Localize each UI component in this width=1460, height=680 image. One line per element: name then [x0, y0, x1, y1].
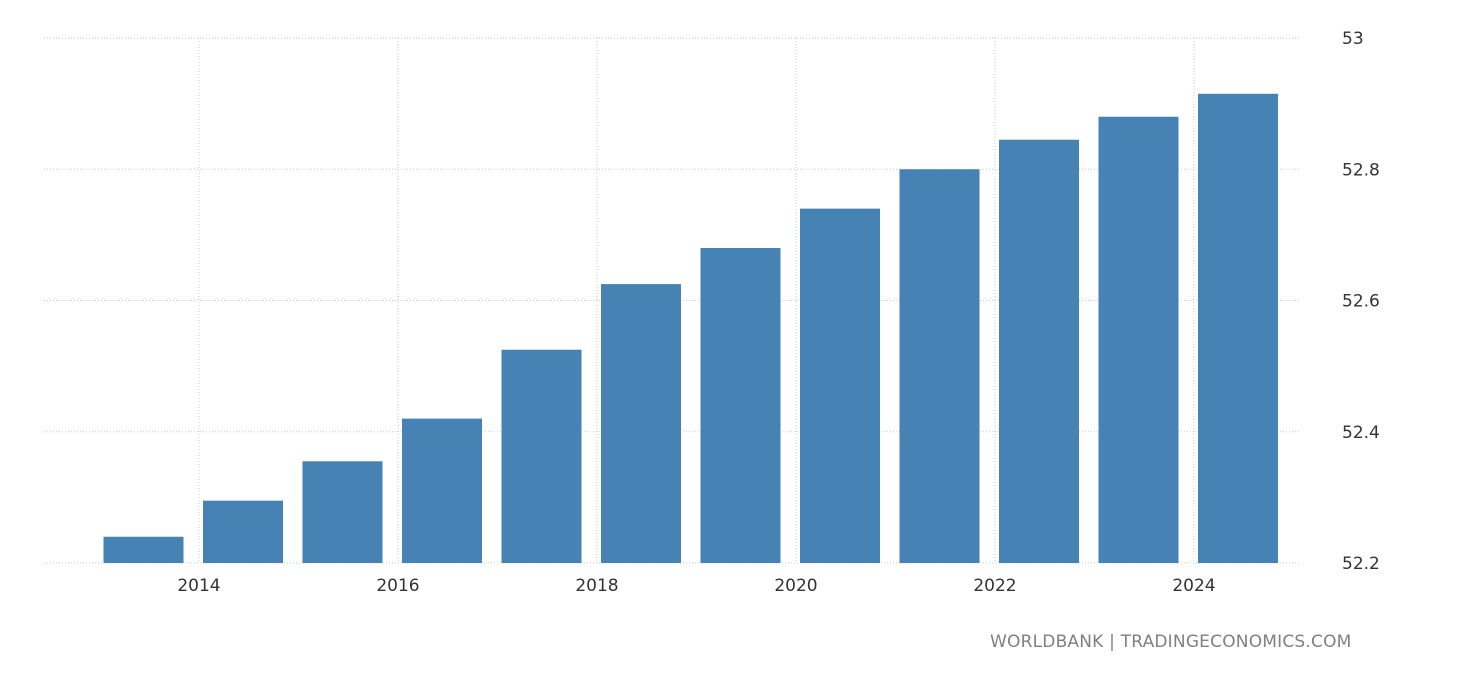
bar [1098, 116, 1179, 563]
y-tick-label: 53 [1342, 29, 1364, 49]
y-tick-label: 52.8 [1342, 160, 1380, 180]
y-tick-label: 52.6 [1342, 292, 1380, 312]
x-tick-label: 2016 [376, 576, 419, 596]
bars [103, 93, 1278, 563]
bar [1198, 93, 1278, 563]
bar [402, 418, 482, 563]
bar [203, 500, 283, 563]
bar [999, 139, 1079, 563]
bar [103, 536, 184, 563]
bar [899, 169, 980, 563]
y-axis-ticks: 52.2 52.4 52.6 52.8 53 [1342, 29, 1380, 574]
x-tick-label: 2024 [1172, 576, 1215, 596]
bar [601, 284, 681, 563]
x-tick-label: 2014 [177, 576, 220, 596]
bar [302, 461, 383, 563]
bar [800, 208, 880, 563]
x-axis-ticks: 2014 2016 2018 2020 2022 2024 [177, 576, 1215, 596]
x-tick-label: 2018 [575, 576, 618, 596]
bar [700, 248, 781, 563]
y-tick-label: 52.4 [1342, 423, 1380, 443]
bar [501, 349, 582, 563]
source-label: WORLDBANK | TRADINGECONOMICS.COM [990, 632, 1352, 652]
x-tick-label: 2020 [774, 576, 817, 596]
y-tick-label: 52.2 [1342, 554, 1380, 574]
x-tick-label: 2022 [973, 576, 1016, 596]
